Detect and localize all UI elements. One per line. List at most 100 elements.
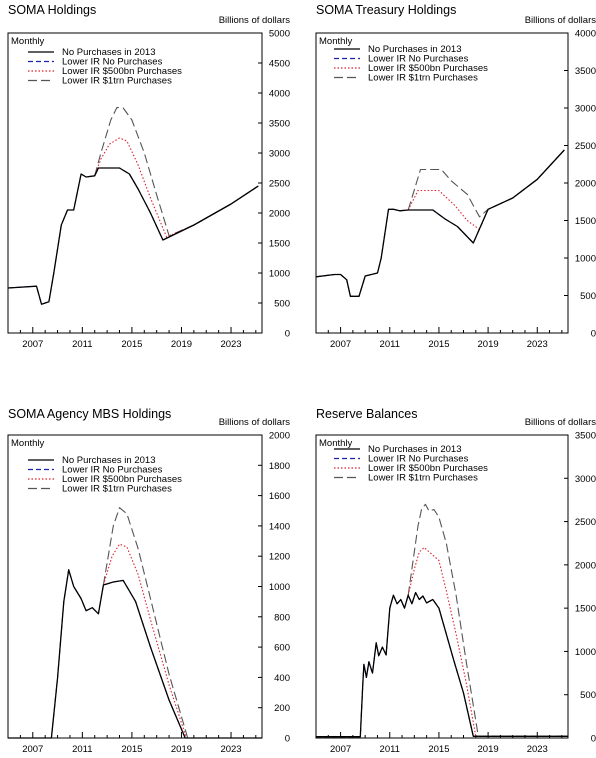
series-line-1 — [315, 149, 565, 297]
legend-label: No Purchases in 2013 — [368, 44, 461, 55]
y-tick-label: 1500 — [575, 216, 596, 227]
x-tick-label: 2019 — [171, 744, 192, 755]
x-tick-label: 2007 — [22, 339, 43, 350]
legend-label: No Purchases in 2013 — [62, 47, 155, 58]
y-tick-label: 3500 — [575, 66, 596, 77]
x-tick-label: 2023 — [220, 339, 241, 350]
y-tick-label: 1500 — [575, 604, 596, 615]
frequency-label: Monthly — [319, 438, 353, 449]
y-tick-label: 600 — [274, 643, 290, 654]
y-tick-label: 1600 — [269, 491, 290, 502]
chart-panel-2: SOMA Treasury Holdings Billions of dollar… — [315, 3, 596, 350]
units-label: Billions of dollars — [219, 417, 291, 428]
y-tick-label: 3000 — [269, 149, 290, 160]
y-tick-label: 3000 — [575, 104, 596, 115]
x-tick-label: 2019 — [171, 339, 192, 350]
y-tick-label: 800 — [274, 612, 290, 623]
y-tick-label: 1800 — [269, 461, 290, 472]
legend-label: No Purchases in 2013 — [368, 444, 461, 455]
y-tick-label: 3500 — [269, 119, 290, 130]
y-tick-label: 400 — [274, 673, 290, 684]
plot-frame — [315, 434, 569, 739]
series-line-2 — [8, 569, 262, 739]
y-tick-label: 2500 — [269, 179, 290, 190]
y-tick-label: 0 — [591, 734, 596, 745]
series-line-3 — [102, 543, 187, 739]
y-tick-label: 2000 — [269, 431, 290, 442]
series-line-3 — [407, 546, 568, 737]
y-tick-label: 2500 — [575, 517, 596, 528]
frequency-label: Monthly — [11, 36, 45, 47]
chart-panel-1: SOMA Holdings Billions of dollars Monthly 0… — [7, 3, 291, 350]
legend-label: No Purchases in 2013 — [62, 455, 155, 466]
series-line-1 — [316, 591, 568, 738]
x-tick-label: 2023 — [527, 744, 548, 755]
x-tick-label: 2015 — [428, 339, 449, 350]
x-tick-label: 2023 — [220, 744, 241, 755]
y-tick-label: 500 — [580, 291, 596, 302]
y-tick-label: 3000 — [575, 474, 596, 485]
x-tick-label: 2015 — [428, 744, 449, 755]
frequency-label: Monthly — [319, 36, 353, 47]
y-tick-label: 200 — [274, 703, 290, 714]
y-tick-label: 0 — [285, 734, 290, 745]
series-line-4 — [94, 106, 259, 237]
y-tick-label: 0 — [591, 329, 596, 340]
x-tick-label: 2007 — [330, 744, 351, 755]
y-tick-label: 1000 — [575, 647, 596, 658]
chart-panel-4: Reserve Balances Billions of dollars Month… — [315, 407, 596, 755]
legend-label: Lower IR $1trn Purchases — [62, 76, 172, 87]
series-line-1 — [7, 167, 259, 305]
series-line-3 — [407, 149, 565, 231]
chart-title: SOMA Holdings — [8, 3, 96, 17]
x-tick-label: 2007 — [22, 744, 43, 755]
legend-label: Lower IR No Purchases — [368, 454, 469, 465]
chart-title: SOMA Treasury Holdings — [316, 3, 456, 17]
y-tick-label: 2000 — [575, 179, 596, 190]
y-tick-label: 4000 — [575, 29, 596, 40]
y-tick-label: 5000 — [269, 29, 290, 40]
y-tick-label: 1000 — [269, 269, 290, 280]
series-line-2 — [315, 149, 565, 297]
series-line-2 — [316, 592, 568, 738]
x-tick-label: 2011 — [72, 744, 92, 755]
series-line-4 — [102, 507, 189, 739]
units-label: Billions of dollars — [219, 15, 291, 26]
legend-label: Lower IR $500bn Purchases — [62, 66, 182, 77]
y-tick-label: 1400 — [269, 521, 290, 532]
frequency-label: Monthly — [11, 438, 45, 449]
series-line-4 — [407, 503, 568, 737]
series-line-3 — [94, 137, 259, 238]
chart-title: SOMA Agency MBS Holdings — [8, 407, 171, 421]
y-tick-label: 2000 — [269, 209, 290, 220]
chart-panel-3: SOMA Agency MBS Holdings Billions of doll… — [7, 407, 291, 755]
series-line-4 — [407, 149, 565, 218]
x-tick-label: 2015 — [121, 339, 142, 350]
legend-label: Lower IR $500bn Purchases — [368, 463, 488, 474]
y-tick-label: 4500 — [269, 59, 290, 70]
units-label: Billions of dollars — [525, 417, 596, 428]
x-tick-label: 2011 — [380, 339, 400, 350]
legend-label: Lower IR No Purchases — [368, 54, 469, 65]
legend-label: Lower IR $1trn Purchases — [368, 473, 478, 484]
x-tick-label: 2023 — [527, 339, 548, 350]
y-tick-label: 2000 — [575, 560, 596, 571]
legend-label: Lower IR $1trn Purchases — [368, 73, 478, 84]
series-line-1 — [8, 569, 262, 739]
legend-label: Lower IR $500bn Purchases — [368, 63, 488, 74]
legend-label: Lower IR $1trn Purchases — [62, 484, 172, 495]
x-tick-label: 2019 — [478, 744, 499, 755]
y-tick-label: 1000 — [269, 582, 290, 593]
x-tick-label: 2007 — [330, 339, 351, 350]
y-tick-label: 4000 — [269, 89, 290, 100]
x-tick-label: 2015 — [121, 744, 142, 755]
x-tick-label: 2011 — [380, 744, 400, 755]
legend-label: Lower IR No Purchases — [62, 465, 163, 476]
x-tick-label: 2011 — [72, 339, 92, 350]
series-line-2 — [7, 167, 259, 305]
y-tick-label: 1000 — [575, 254, 596, 265]
units-label: Billions of dollars — [525, 15, 596, 26]
legend-label: Lower IR $500bn Purchases — [62, 474, 182, 485]
y-tick-label: 500 — [580, 690, 596, 701]
